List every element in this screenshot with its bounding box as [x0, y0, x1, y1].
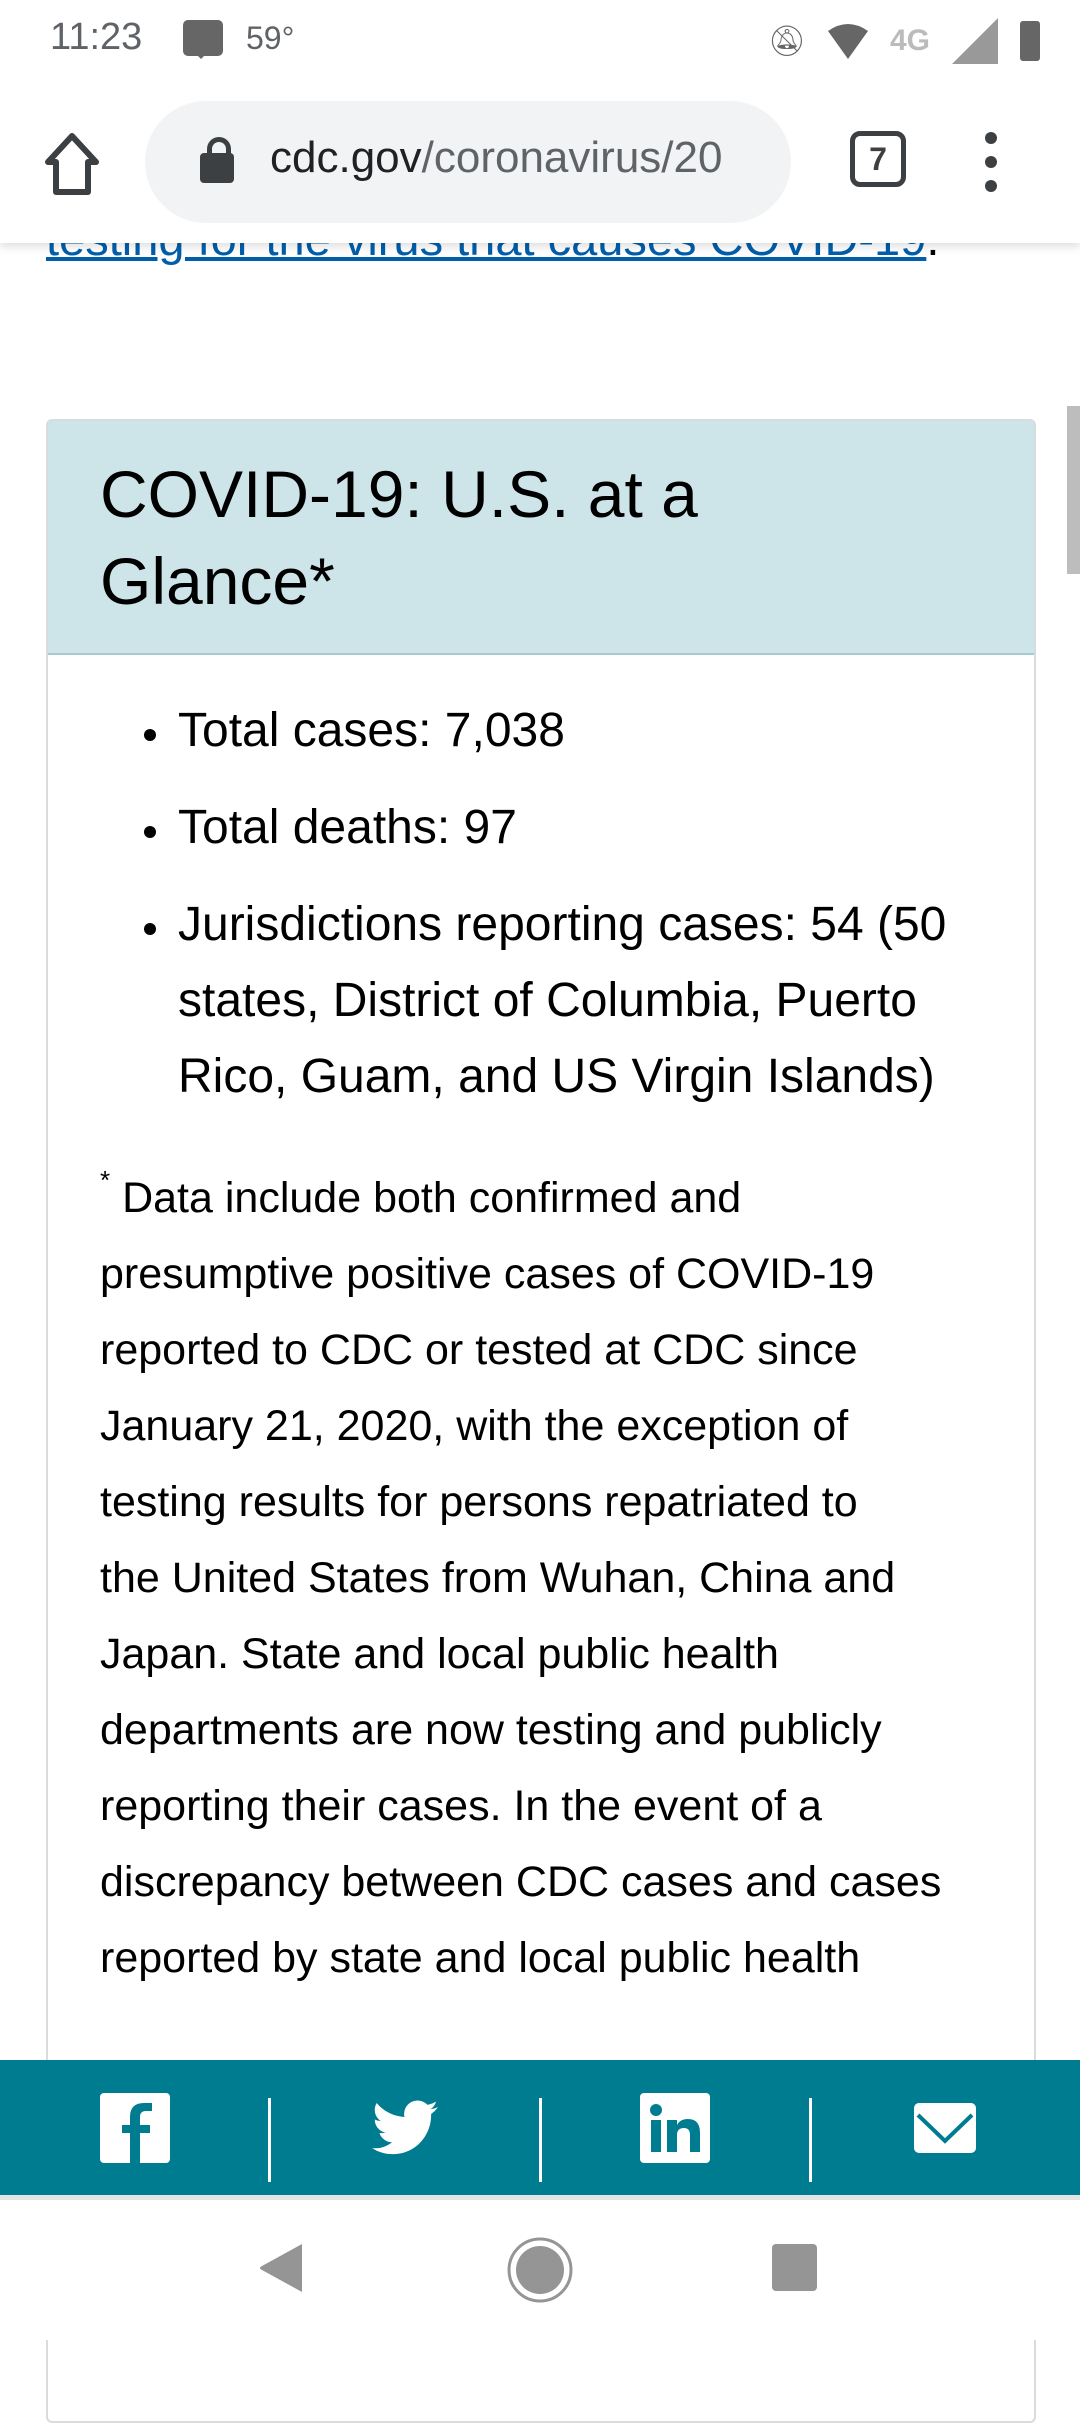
- home-nav-icon[interactable]: [506, 2236, 574, 2304]
- glance-card: COVID-19: U.S. at a Glance* Total cases:…: [46, 419, 1036, 2423]
- facebook-icon: [100, 2092, 170, 2163]
- footnote-mark: *: [100, 1165, 111, 1195]
- url-text[interactable]: cdc.gov/coronavirus/20: [270, 133, 722, 183]
- footnote-line: the United States from Wuhan, China and: [100, 1554, 896, 1602]
- footnote-line: testing results for persons repatriated …: [100, 1478, 858, 1526]
- battery-charging-icon: [1020, 21, 1040, 61]
- status-time: 11:23: [50, 16, 143, 58]
- footnote-line: departments are now testing and publicly: [100, 1706, 882, 1754]
- stats-list: Total cases: 7,038 Total deaths: 97 Juri…: [48, 693, 1034, 1115]
- network-type: 4G: [889, 24, 930, 57]
- footnote-line: reported to CDC or tested at CDC since: [100, 1326, 858, 1374]
- message-icon: [183, 20, 223, 59]
- system-nav-bar: [0, 2195, 1080, 2340]
- divider: [539, 2098, 542, 2182]
- footnote-line: reported by state and local public healt…: [100, 1934, 861, 1982]
- back-icon[interactable]: [258, 2242, 304, 2294]
- footnote-line: Japan. State and local public health: [100, 1630, 779, 1678]
- lock-icon[interactable]: [200, 137, 234, 183]
- page-content: testing for the virus that causes COVID-…: [0, 200, 1080, 2423]
- list-item: Jurisdictions reporting cases: 54 (50 st…: [174, 887, 958, 1115]
- bell-off-icon: 🔕︎: [767, 24, 806, 58]
- card-header: COVID-19: U.S. at a Glance*: [48, 421, 1034, 655]
- footnote-line: discrepancy between CDC cases and cases: [100, 1858, 942, 1906]
- status-bar: 11:23 59° 🔕︎ 4G: [0, 0, 1080, 82]
- url-bar[interactable]: cdc.gov/coronavirus/20: [145, 101, 791, 223]
- browser-toolbar: cdc.gov/coronavirus/20 7: [0, 82, 1080, 243]
- scrollbar[interactable]: [1067, 406, 1080, 574]
- recents-icon[interactable]: [772, 2244, 817, 2291]
- twitter-icon: [372, 2099, 438, 2154]
- footnote: * Data include both confirmed and presum…: [100, 1160, 1034, 1996]
- footnote-line: reporting their cases. In the event of a: [100, 1782, 822, 1830]
- tab-switcher-button[interactable]: 7: [850, 131, 906, 187]
- card-title: COVID-19: U.S. at a Glance*: [100, 457, 698, 618]
- more-menu-icon[interactable]: [985, 132, 997, 204]
- wifi-icon: [827, 24, 868, 59]
- share-bar: [0, 2060, 1080, 2195]
- linkedin-icon: [640, 2092, 710, 2163]
- url-domain: cdc.gov: [270, 133, 422, 182]
- share-email-button[interactable]: [810, 2060, 1080, 2195]
- footnote-line: presumptive positive cases of COVID-19: [100, 1250, 875, 1298]
- signal-icon: [952, 18, 998, 64]
- home-icon[interactable]: [44, 132, 100, 196]
- share-twitter-button[interactable]: [270, 2060, 540, 2195]
- divider: [268, 2098, 271, 2182]
- url-path: /coronavirus/20: [421, 133, 723, 182]
- divider: [809, 2098, 812, 2182]
- share-linkedin-button[interactable]: [540, 2060, 810, 2195]
- footnote-line: January 21, 2020, with the exception of: [100, 1402, 849, 1450]
- status-temperature: 59°: [246, 20, 295, 56]
- list-item: Total deaths: 97: [174, 790, 958, 866]
- list-item: Total cases: 7,038: [174, 693, 958, 769]
- email-icon: [914, 2102, 976, 2153]
- share-facebook-button[interactable]: [0, 2060, 270, 2195]
- footnote-line: Data include both confirmed and: [122, 1174, 742, 1222]
